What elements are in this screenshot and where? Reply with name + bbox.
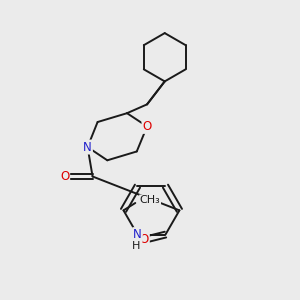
Text: O: O xyxy=(60,170,69,183)
Text: CH₃: CH₃ xyxy=(140,195,160,205)
Text: H: H xyxy=(132,241,140,251)
Text: N: N xyxy=(133,228,142,241)
Text: O: O xyxy=(140,233,149,246)
Text: N: N xyxy=(83,141,92,154)
Text: O: O xyxy=(142,120,152,133)
